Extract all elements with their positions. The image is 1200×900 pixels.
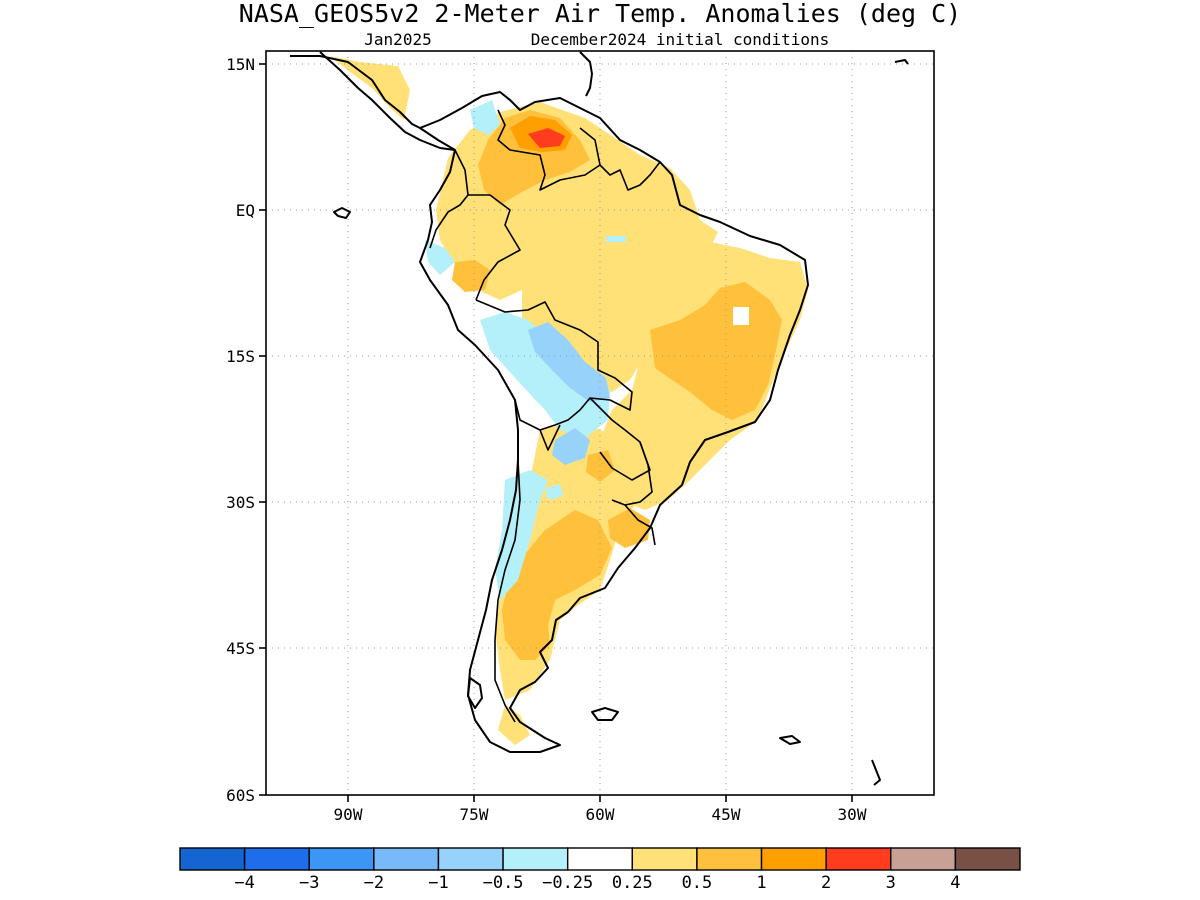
anomaly-patch-cool-light <box>545 484 563 500</box>
colorbar-label: 4 <box>950 873 960 893</box>
colorbar-swatch <box>696 847 763 871</box>
country-borders <box>429 109 661 723</box>
south-america-coastline <box>419 91 809 753</box>
colorbar-label: 3 <box>886 873 896 893</box>
anomaly-patch-cool-light <box>480 312 610 438</box>
country-border <box>429 149 469 249</box>
colorbar-label: −0.25 <box>542 873 593 893</box>
lat-labels: 15N EQ 15S 30S 45S 60S <box>226 55 255 805</box>
country-border <box>624 504 656 546</box>
map-plot-area: 15N EQ 15S 30S 45S 60S 90W 75W 60W 45W 3… <box>226 50 935 824</box>
patagonia-islands <box>467 677 483 709</box>
galapagos-islands <box>333 207 351 219</box>
anomaly-patch-cool-mid <box>552 428 590 465</box>
lat-label: 15S <box>226 347 255 366</box>
colorbar-labels: −4 −3 −2 −1 −0.5 −0.25 0.25 0.5 1 2 3 4 <box>234 873 960 893</box>
lat-label: 30S <box>226 493 255 512</box>
colorbar-boxes <box>179 847 1021 871</box>
anomaly-patch-cool-light <box>495 470 548 600</box>
lat-label: EQ <box>236 201 255 220</box>
graticule <box>266 51 934 795</box>
colorbar-swatch <box>179 847 246 871</box>
south-georgia-island <box>779 735 801 745</box>
anomaly-patch-hot <box>528 128 565 148</box>
coastlines <box>290 51 909 786</box>
central-america-coastline <box>319 51 456 151</box>
country-border <box>494 459 521 723</box>
caribbean-islands <box>894 59 909 65</box>
colorbar-swatch <box>825 847 892 871</box>
lon-label: 30W <box>838 805 867 824</box>
anomaly-patch-cool-light <box>470 100 500 135</box>
colorbar-legend: −4 −3 −2 −1 −0.5 −0.25 0.25 0.5 1 2 3 4 <box>179 847 1021 893</box>
anomaly-patch-warm-mid <box>608 508 650 548</box>
lat-label: 15N <box>226 55 255 74</box>
anomaly-shading <box>330 56 808 745</box>
colorbar-swatch <box>502 847 569 871</box>
colorbar-label: 0.25 <box>612 873 653 893</box>
lat-label: 45S <box>226 639 255 658</box>
country-border <box>475 299 633 431</box>
lon-label: 90W <box>334 805 363 824</box>
map-subtitle-month: Jan2025 <box>364 30 431 49</box>
lon-labels: 90W 75W 60W 45W 30W <box>334 805 867 824</box>
colorbar-label: 2 <box>821 873 831 893</box>
colorbar-label: −3 <box>299 873 319 893</box>
country-border <box>468 194 521 301</box>
anomaly-patch-warm-mid <box>502 510 612 660</box>
colorbar-swatch <box>566 847 634 871</box>
lon-label: 45W <box>712 805 741 824</box>
country-border <box>599 161 661 191</box>
falkland-islands <box>591 707 619 721</box>
colorbar-label: −4 <box>234 873 254 893</box>
anomaly-patch-cool-light <box>606 236 626 242</box>
colorbar-swatch <box>243 847 310 871</box>
country-border <box>611 441 653 506</box>
colorbar-label: 0.5 <box>682 873 713 893</box>
colorbar-label: 1 <box>756 873 766 893</box>
country-border <box>497 109 601 191</box>
colorbar-swatch <box>437 847 504 871</box>
colorbar-swatch <box>373 847 440 871</box>
anomaly-gap <box>733 307 749 325</box>
colorbar-swatch <box>631 847 698 871</box>
anomaly-patch-cool-light <box>425 240 455 275</box>
lat-label: 60S <box>226 786 255 805</box>
colorbar-swatch <box>890 847 957 871</box>
caribbean-islands <box>579 51 593 97</box>
anomaly-patch-cool-mid <box>528 322 610 402</box>
lon-label: 60W <box>586 805 615 824</box>
lon-label: 75W <box>460 805 489 824</box>
colorbar-swatch <box>954 847 1021 871</box>
lat-ticks <box>259 63 266 796</box>
map-title: NASA_GEOS5v2 2-Meter Air Temp. Anomalies… <box>239 0 961 28</box>
colorbar-label: −2 <box>364 873 384 893</box>
anomaly-patch-warm-light <box>498 705 530 745</box>
colorbar-label: −0.5 <box>483 873 524 893</box>
country-border <box>514 399 561 451</box>
lon-ticks <box>347 795 853 802</box>
map-subtitle-init: December2024 initial conditions <box>531 30 830 49</box>
anomaly-patch-warm-mid <box>452 260 490 292</box>
colorbar-swatch <box>760 847 827 871</box>
south-atlantic-island <box>871 759 881 786</box>
colorbar-swatch <box>308 847 375 871</box>
colorbar-label: −1 <box>428 873 448 893</box>
